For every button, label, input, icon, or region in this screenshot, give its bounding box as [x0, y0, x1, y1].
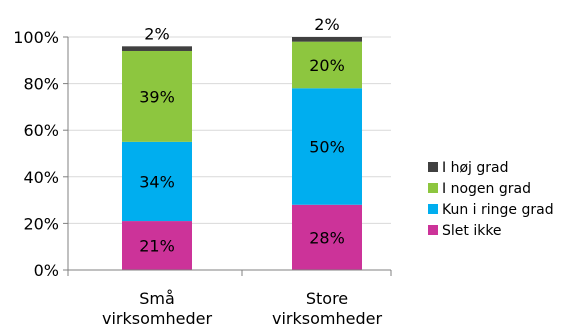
y-tick-label: 20%	[23, 214, 59, 233]
bar-segment	[292, 88, 362, 205]
data-label: 39%	[139, 87, 175, 106]
data-label: 2%	[144, 24, 169, 43]
legend-label: Slet ikke	[442, 223, 502, 239]
bar-segment	[122, 46, 192, 51]
legend: I høj grad I nogen grad Kun i ringe grad Sl…	[428, 160, 554, 239]
bars	[122, 37, 362, 270]
data-label: 28%	[309, 228, 345, 247]
bar-segment	[122, 221, 192, 270]
x-category-label: virksomheder	[102, 309, 212, 328]
bar-segment	[122, 141, 192, 222]
x-category-label: virksomheder	[272, 309, 382, 328]
legend-swatch	[428, 204, 438, 214]
y-tick-label: 100%	[13, 28, 59, 47]
legend-swatch	[428, 225, 438, 235]
data-label: 21%	[139, 237, 175, 256]
legend-label: I nogen grad	[442, 181, 531, 197]
x-category-label: Store	[306, 289, 348, 308]
y-tick-label: 0%	[34, 261, 59, 280]
legend-swatch	[428, 162, 438, 172]
data-label: 20%	[309, 56, 345, 75]
y-tick-label: 60%	[23, 121, 59, 140]
data-labels: 21% 34% 39% 2% 28% 50% 20% 2%	[139, 15, 345, 256]
legend-label: Kun i ringe grad	[442, 202, 554, 218]
y-tick-label: 80%	[23, 75, 59, 94]
bar-segment	[292, 41, 362, 89]
bar-segment	[292, 37, 362, 42]
x-category-label: Små	[139, 289, 175, 308]
axes: 0%20%40%60%80%100%SmåvirksomhederStorevi…	[13, 28, 392, 328]
legend-swatch	[428, 183, 438, 193]
data-label: 2%	[314, 15, 339, 34]
y-tick-label: 40%	[23, 168, 59, 187]
legend-label: I høj grad	[442, 160, 508, 176]
bar-segment	[122, 50, 192, 142]
data-label: 50%	[309, 138, 345, 157]
bar-segment	[292, 204, 362, 270]
data-label: 34%	[139, 172, 175, 191]
